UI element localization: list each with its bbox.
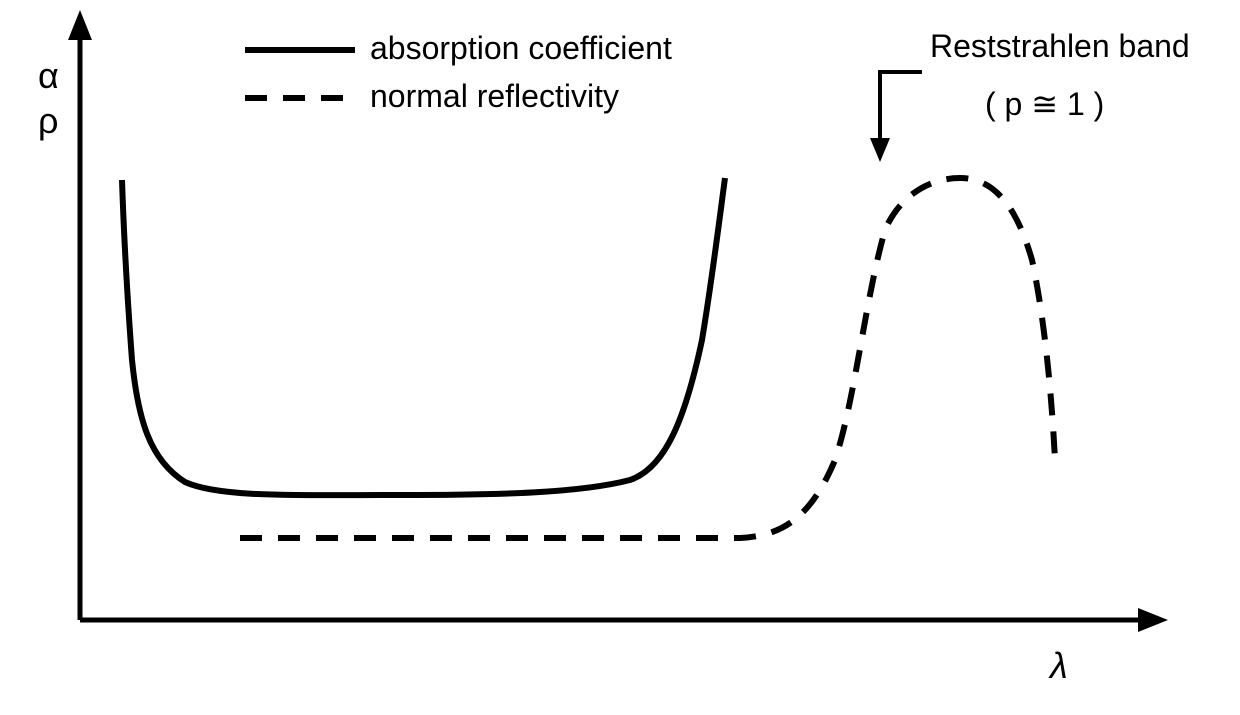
- annotation-arrow: [880, 72, 922, 148]
- annotation-arrowhead: [870, 138, 890, 162]
- annotation-title: Reststrahlen band: [930, 28, 1190, 65]
- chart-container: α ρ λ absorption coefficient normal refl…: [0, 0, 1240, 715]
- x-axis-label: λ: [1050, 645, 1068, 687]
- reflectivity-curve: [240, 178, 1055, 538]
- absorption-curve: [122, 178, 725, 495]
- y-axis-label-rho: ρ: [38, 100, 58, 142]
- legend-absorption-label: absorption coefficient: [370, 30, 672, 67]
- y-axis-label-alpha: α: [38, 55, 59, 97]
- annotation-subtitle: ( p ≅ 1 ): [985, 85, 1104, 123]
- x-axis-arrow: [1138, 608, 1168, 632]
- legend-reflectivity-label: normal reflectivity: [370, 78, 619, 115]
- y-axis-arrow: [68, 10, 92, 40]
